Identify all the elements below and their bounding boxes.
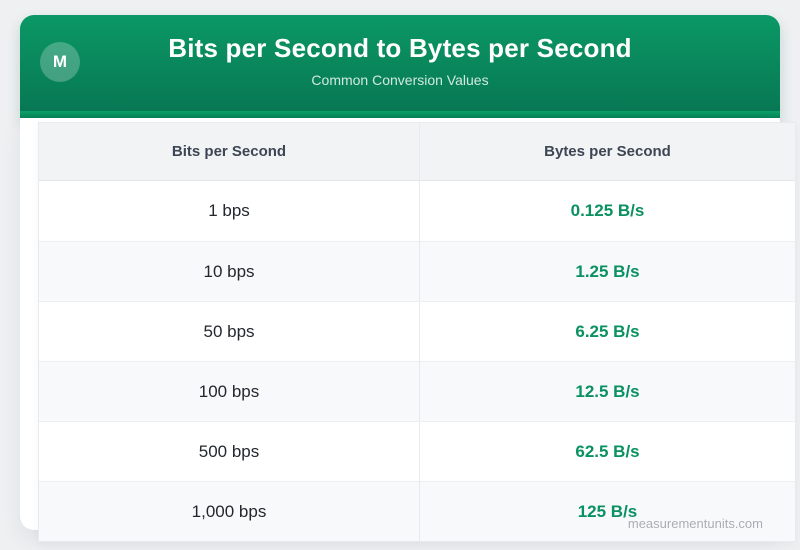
bytes-value: 62.5 B/s: [575, 441, 640, 461]
table-row: 500 bps 62.5 B/s: [39, 421, 795, 481]
bytes-value: 6.25 B/s: [575, 321, 640, 341]
table-row: 1 bps 0.125 B/s: [39, 181, 795, 241]
bits-value: 1 bps: [39, 181, 421, 241]
bits-value: 100 bps: [39, 362, 421, 421]
bytes-value: 0.125 B/s: [570, 201, 645, 220]
page-subtitle: Common Conversion Values: [311, 72, 489, 88]
bytes-value: 125 B/s: [577, 501, 638, 521]
table-row: 1,000 bps 125 B/s: [39, 481, 795, 541]
table-row: 50 bps 6.25 B/s: [39, 301, 795, 361]
conversion-table: Bits per Second Bytes per Second 1 bps 0…: [38, 122, 796, 542]
bits-value: 500 bps: [39, 422, 421, 481]
brand-badge: M: [40, 42, 80, 82]
bytes-value: 1.25 B/s: [575, 261, 640, 281]
bits-value: 50 bps: [39, 302, 421, 361]
watermark: measurementunits.com: [627, 516, 763, 531]
column-header-bytes: Bytes per Second: [544, 143, 671, 160]
column-header-bits: Bits per Second: [39, 123, 421, 180]
table-row: 10 bps 1.25 B/s: [39, 241, 795, 301]
table-header-row: Bits per Second Bytes per Second: [39, 123, 795, 181]
header-accent-band: [20, 111, 780, 118]
table-row: 100 bps 12.5 B/s: [39, 361, 795, 421]
page-title: Bits per Second to Bytes per Second: [168, 33, 632, 63]
bytes-value: 12.5 B/s: [575, 381, 640, 401]
brand-badge-letter: M: [52, 52, 68, 71]
header-banner: M Bits per Second to Bytes per Second Co…: [20, 15, 780, 118]
bits-value: 10 bps: [39, 242, 421, 301]
bits-value: 1,000 bps: [39, 482, 421, 541]
